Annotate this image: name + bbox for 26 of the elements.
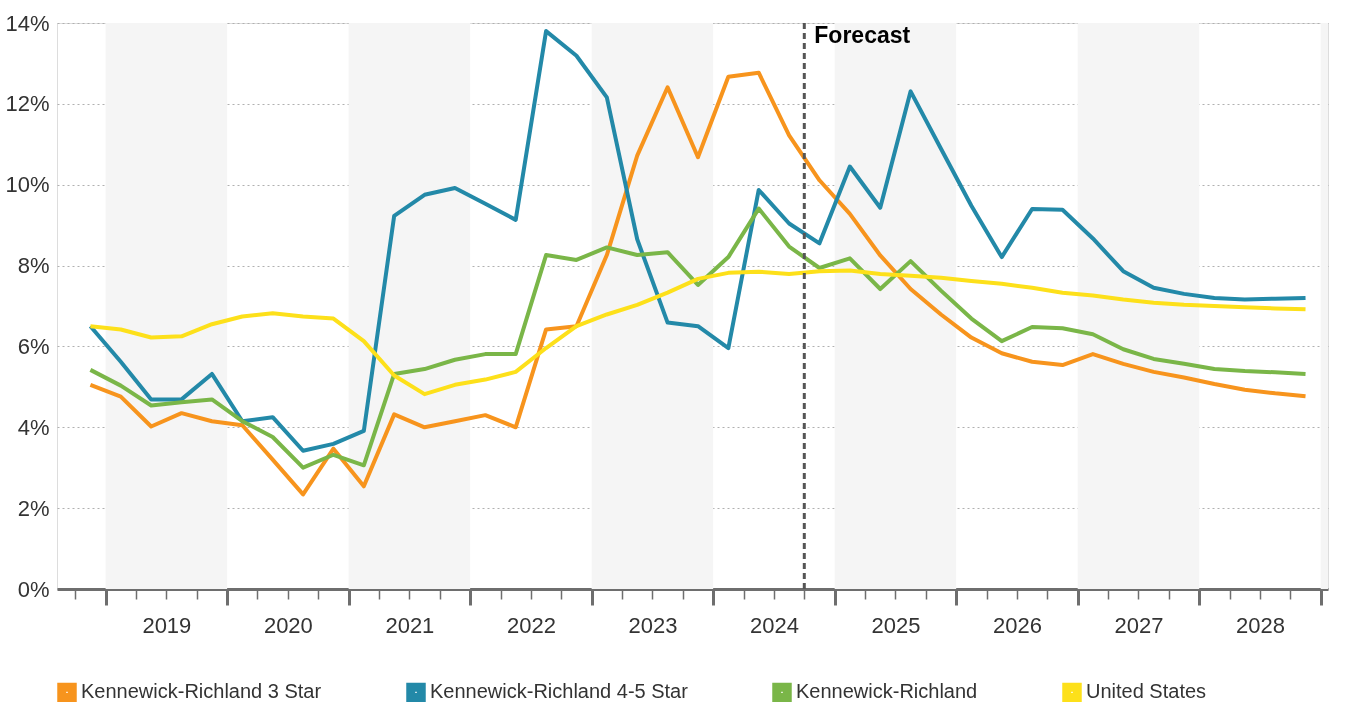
legend-label: Kennewick-Richland <box>796 680 978 703</box>
y-tick-label: 8% <box>17 253 50 279</box>
x-tick-label: 2027 <box>1114 612 1164 638</box>
x-tick-label: 2024 <box>749 612 799 638</box>
y-tick-label: 4% <box>17 414 50 440</box>
legend-label: Kennewick-Richland 4-5 Star <box>430 680 689 703</box>
x-tick-label: 2020 <box>263 612 313 638</box>
x-tick-label: 2021 <box>385 612 435 638</box>
y-tick-label: 14% <box>5 10 50 36</box>
y-tick-label: 10% <box>5 172 50 198</box>
y-tick-label: 2% <box>17 495 50 521</box>
line-series <box>88 206 1308 470</box>
line-series <box>88 268 1308 397</box>
x-tick-label: 2022 <box>506 612 556 638</box>
x-tick-label: 2025 <box>871 612 921 638</box>
legend-label: United States <box>1086 680 1207 703</box>
x-tick-label: 2026 <box>992 612 1042 638</box>
line-series <box>88 70 1308 497</box>
x-tick-label: 2019 <box>142 612 192 638</box>
ref-line-label: Forecast <box>814 22 911 48</box>
legend-label: Kennewick-Richland 3 Star <box>81 680 322 703</box>
x-tick-label: 2028 <box>1235 612 1285 638</box>
x-tick-label: 2023 <box>628 612 678 638</box>
y-tick-label: 12% <box>5 91 50 117</box>
y-tick-label: 0% <box>17 576 50 602</box>
y-tick-label: 6% <box>17 333 50 359</box>
